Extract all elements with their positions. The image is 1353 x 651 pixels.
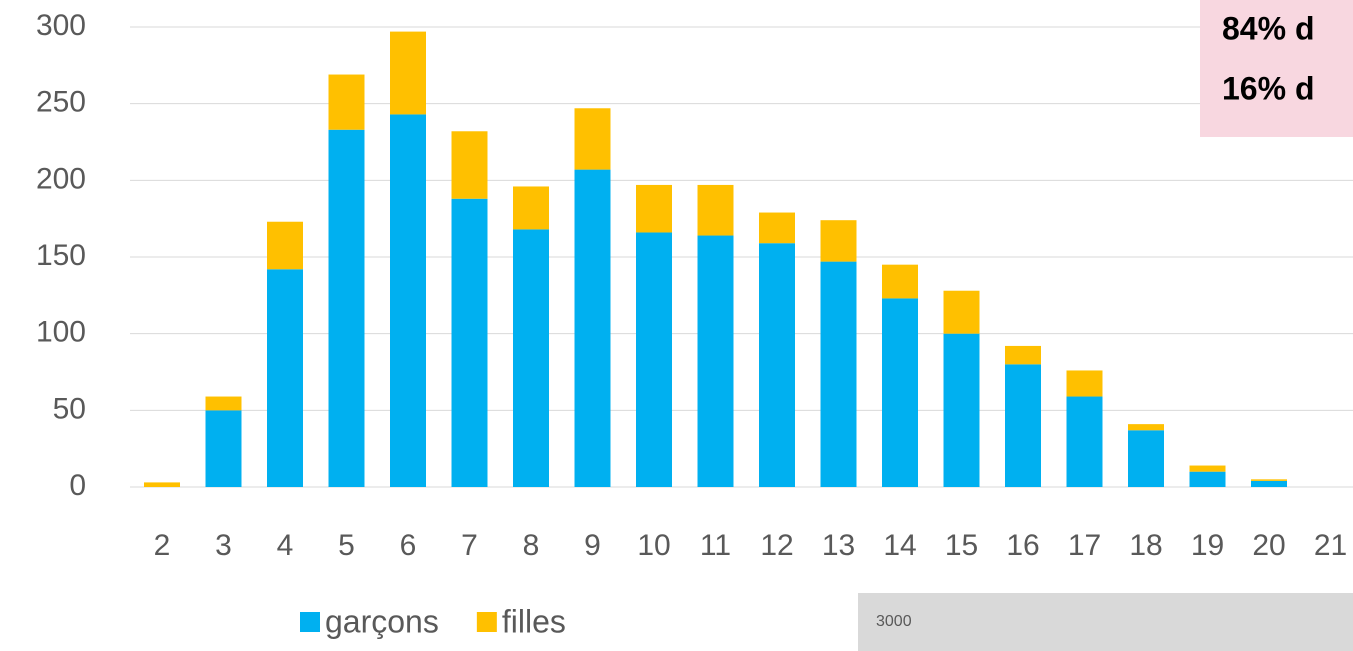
bar-segment [759, 212, 795, 244]
bar-segment [636, 232, 672, 487]
bar-segment [328, 74, 365, 130]
bar-segment [1251, 480, 1287, 487]
bar-segment [205, 396, 242, 411]
bar-segment [328, 129, 365, 487]
legend-label: garçons [325, 603, 439, 639]
bar-segment [636, 184, 672, 233]
bar-segment [451, 198, 488, 487]
annotation: 3000 [876, 613, 912, 630]
annotation: 16% d [1222, 70, 1314, 106]
y-tick-label: 100 [36, 316, 86, 349]
bar-segment [1066, 396, 1103, 487]
x-tick-label: 13 [822, 529, 855, 562]
bar-segment [267, 221, 303, 270]
x-tick-label: 12 [760, 529, 793, 562]
x-tick-label: 10 [637, 529, 670, 562]
x-tick-label: 3 [215, 529, 232, 562]
y-tick-label: 250 [36, 86, 86, 119]
input-box [858, 593, 1353, 651]
bar-segment [574, 108, 611, 170]
bar-segment [390, 31, 426, 115]
x-tick-label: 8 [523, 529, 540, 562]
bar-segment [697, 184, 734, 236]
bar-segment [1189, 471, 1226, 487]
y-tick-label: 50 [53, 392, 86, 425]
bar-segment [697, 235, 734, 487]
bar-segment [451, 131, 488, 199]
x-tick-label: 9 [584, 529, 601, 562]
x-tick-label: 18 [1129, 529, 1162, 562]
x-tick-label: 4 [277, 529, 294, 562]
bar-segment [574, 169, 611, 487]
bar-segment [267, 269, 303, 487]
bar-segment [1005, 345, 1041, 365]
x-tick-label: 19 [1191, 529, 1224, 562]
x-tick-label: 21 [1314, 529, 1347, 562]
x-tick-label: 7 [461, 529, 478, 562]
y-tick-label: 0 [69, 469, 86, 502]
x-tick-label: 11 [700, 529, 731, 562]
legend-swatch [300, 612, 320, 632]
bar-segment [1251, 479, 1287, 481]
y-tick-label: 150 [36, 239, 86, 272]
bar-segment [820, 220, 857, 262]
bar-segment [882, 264, 918, 299]
x-tick-label: 16 [1006, 529, 1039, 562]
x-tick-label: 17 [1068, 529, 1101, 562]
bar-segment [1128, 424, 1164, 431]
bar-segment [1128, 430, 1164, 487]
bar-segment [1066, 370, 1103, 397]
bar-segment [144, 482, 180, 487]
note-box [1200, 0, 1353, 137]
annotation: 84% d [1222, 10, 1314, 46]
legend-label: filles [502, 603, 566, 639]
x-tick-label: 15 [945, 529, 978, 562]
bar-segment [820, 261, 857, 487]
bar-segment [390, 114, 426, 488]
bar-segment [1005, 364, 1041, 487]
y-tick-label: 200 [36, 162, 86, 195]
x-tick-label: 6 [400, 529, 417, 562]
bar-segment [513, 186, 549, 230]
y-tick-label: 300 [36, 9, 86, 42]
x-tick-label: 14 [883, 529, 916, 562]
bar-segment [205, 410, 242, 487]
bar-segment [943, 333, 980, 487]
bar-segment [943, 290, 980, 334]
bar-segment [1189, 465, 1226, 472]
x-tick-label: 20 [1252, 529, 1285, 562]
x-tick-label: 2 [154, 529, 171, 562]
x-tick-label: 5 [338, 529, 355, 562]
bar-segment [759, 243, 795, 487]
bar-segment [882, 298, 918, 487]
bar-segment [513, 229, 549, 487]
legend-swatch [476, 612, 497, 632]
